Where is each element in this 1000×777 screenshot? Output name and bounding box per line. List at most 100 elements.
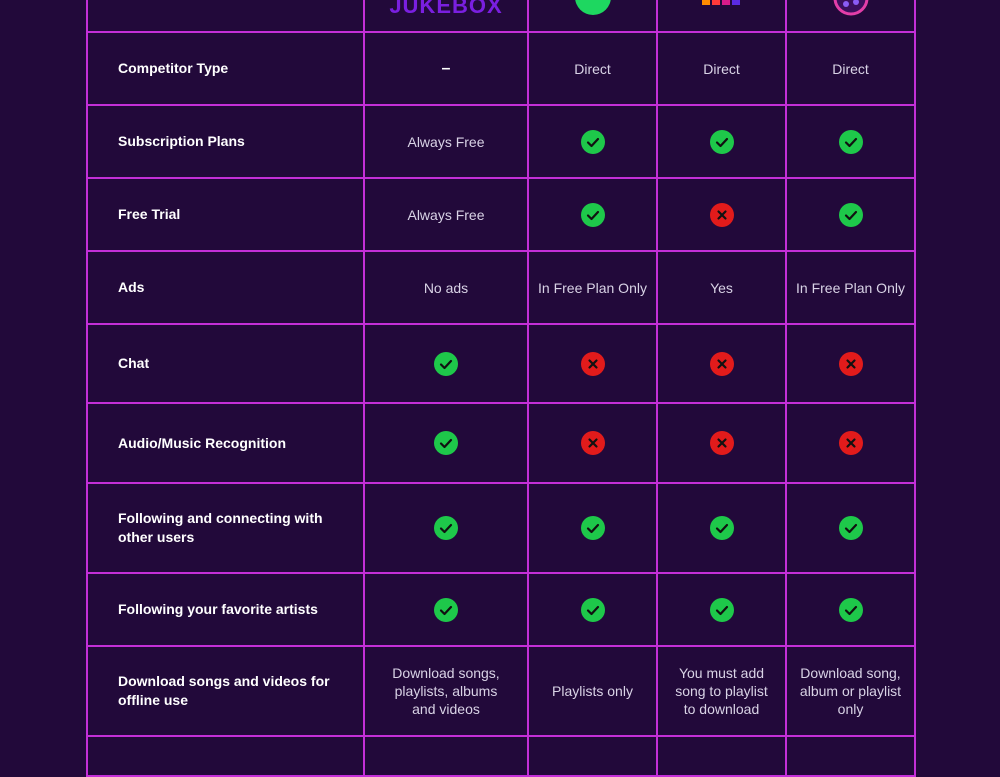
- feature-label: Subscription Plans: [88, 106, 365, 177]
- header-apple-music-cell: [787, 0, 916, 31]
- supported-cell: [529, 179, 658, 250]
- value-cell: Download song, album or playlist only: [787, 647, 916, 735]
- supported-cell: [787, 484, 916, 572]
- spotify-logo-icon: [574, 0, 611, 15]
- cell-value: Direct: [832, 60, 869, 77]
- supported-cell: [658, 574, 787, 645]
- value-cell: Always Free: [365, 106, 529, 177]
- feature-label: Audio/Music Recognition: [88, 404, 365, 482]
- cell-value: Direct: [574, 60, 611, 77]
- check-icon: [838, 202, 863, 227]
- table-row: Subscription Plans Always Free: [88, 106, 916, 179]
- comparison-table: JUKEBOX Competitor Type – Direct Direct D: [86, 0, 916, 777]
- check-icon: [709, 129, 734, 154]
- supported-cell: [365, 574, 529, 645]
- value-cell: In Free Plan Only: [529, 252, 658, 323]
- header-row: JUKEBOX: [88, 0, 916, 33]
- value-cell: Download songs, playlists, albums and vi…: [365, 647, 529, 735]
- check-icon: [709, 597, 734, 622]
- value-cell: [787, 737, 916, 775]
- cell-value: –: [441, 59, 451, 77]
- cell-value: Download songs, playlists, albums and vi…: [392, 665, 500, 717]
- cross-icon: [838, 351, 863, 376]
- table-row: Download songs and videos for offline us…: [88, 647, 916, 737]
- check-icon: [580, 516, 605, 540]
- table-row: Following and connecting with other user…: [88, 484, 916, 574]
- cell-value: Always Free: [407, 206, 485, 223]
- table-row: Audio/Music Recognition: [88, 404, 916, 484]
- check-icon: [709, 516, 734, 540]
- cell-value: No ads: [423, 279, 469, 296]
- cell-value: Direct: [703, 60, 740, 77]
- table-body: Competitor Type – Direct Direct Direct Subscr…: [88, 33, 916, 777]
- feature-label: Following and connecting with other user…: [88, 484, 365, 572]
- cell-value: In Free Plan Only: [538, 279, 647, 296]
- table-row: Ads No ads In Free Plan Only Yes In Free Pla…: [88, 252, 916, 325]
- value-cell: Playlists only: [529, 647, 658, 735]
- feature-label: Chat: [88, 325, 365, 402]
- cell-value: Always Free: [407, 133, 485, 150]
- supported-cell: [365, 484, 529, 572]
- check-icon: [580, 129, 605, 154]
- supported-cell: [658, 106, 787, 177]
- check-icon: [838, 597, 863, 622]
- check-icon: [580, 597, 605, 622]
- unsupported-cell: [787, 404, 916, 482]
- value-cell: [529, 737, 658, 775]
- unsupported-cell: [658, 325, 787, 402]
- table-row: Following your favorite artists: [88, 574, 916, 647]
- check-icon: [434, 516, 458, 540]
- header-spotify-cell: [529, 0, 658, 31]
- value-cell: Direct: [658, 33, 787, 104]
- table-row: Chat: [88, 325, 916, 404]
- value-cell: [365, 737, 529, 775]
- supported-cell: [787, 106, 916, 177]
- supported-cell: [529, 574, 658, 645]
- check-icon: [434, 597, 458, 622]
- cross-icon: [580, 431, 605, 455]
- cell-value: Yes: [710, 279, 733, 296]
- value-cell: Always Free: [365, 179, 529, 250]
- supported-cell: [529, 484, 658, 572]
- value-cell: Direct: [787, 33, 916, 104]
- supported-cell: [529, 106, 658, 177]
- check-icon: [838, 516, 863, 540]
- apple-music-logo-icon: [833, 0, 868, 16]
- header-empty-cell: [88, 0, 365, 31]
- table-row: [88, 737, 916, 777]
- feature-label: Free Trial: [88, 179, 365, 250]
- supported-cell: [365, 404, 529, 482]
- value-cell: Direct: [529, 33, 658, 104]
- feature-label: Competitor Type: [88, 33, 365, 104]
- value-cell: –: [365, 33, 529, 104]
- check-icon: [838, 129, 863, 154]
- header-jukebox-cell: JUKEBOX: [365, 0, 529, 31]
- unsupported-cell: [658, 179, 787, 250]
- unsupported-cell: [529, 325, 658, 402]
- value-cell: [658, 737, 787, 775]
- jukebox-logo: JUKEBOX: [389, 0, 503, 18]
- cross-icon: [709, 431, 734, 455]
- deezer-logo-icon: [701, 0, 740, 5]
- cross-icon: [580, 351, 605, 376]
- feature-label: Ads: [88, 252, 365, 323]
- check-icon: [434, 351, 458, 376]
- feature-label: Download songs and videos for offline us…: [88, 647, 365, 735]
- cross-icon: [838, 431, 863, 455]
- table-row: Free Trial Always Free: [88, 179, 916, 252]
- cross-icon: [709, 351, 734, 376]
- feature-label: [88, 737, 365, 775]
- table-row: Competitor Type – Direct Direct Direct: [88, 33, 916, 106]
- check-icon: [580, 202, 605, 227]
- value-cell: Yes: [658, 252, 787, 323]
- cell-value: Playlists only: [552, 683, 633, 699]
- supported-cell: [787, 574, 916, 645]
- cross-icon: [709, 202, 734, 227]
- supported-cell: [787, 179, 916, 250]
- value-cell: You must add song to playlist to downloa…: [658, 647, 787, 735]
- cell-value: You must add song to playlist to downloa…: [675, 665, 768, 717]
- check-icon: [434, 431, 458, 455]
- value-cell: In Free Plan Only: [787, 252, 916, 323]
- feature-label: Following your favorite artists: [88, 574, 365, 645]
- supported-cell: [365, 325, 529, 402]
